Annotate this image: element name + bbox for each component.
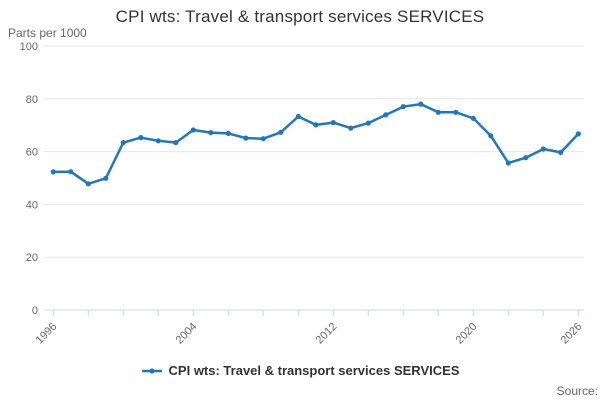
- data-point-2001[interactable]: [138, 135, 144, 141]
- source-note: Source:: [556, 384, 598, 398]
- y-tick-label-40: 40: [26, 199, 38, 211]
- data-point-2009[interactable]: [278, 129, 284, 135]
- y-tick-label-100: 100: [20, 41, 38, 53]
- data-point-2010[interactable]: [295, 113, 301, 120]
- data-point-2017[interactable]: [418, 101, 424, 107]
- y-tick-label-20: 20: [26, 252, 38, 264]
- y-axis-unit-label: Parts per 1000: [8, 26, 87, 40]
- y-tick-label-60: 60: [26, 147, 38, 159]
- data-point-2012[interactable]: [330, 120, 336, 126]
- legend[interactable]: CPI wts: Travel & transport services SER…: [0, 363, 600, 378]
- data-point-2013[interactable]: [348, 125, 354, 131]
- data-point-2016[interactable]: [400, 104, 406, 110]
- data-point-2004[interactable]: [190, 127, 196, 133]
- x-tick-label-1996: 1996: [34, 321, 60, 347]
- plot-area: 0 20 40 60 80 100 1996 2004 2012 2020 2026: [20, 41, 585, 347]
- data-point-2002[interactable]: [155, 138, 161, 144]
- data-point-2018[interactable]: [435, 109, 441, 115]
- y-tick-label-80: 80: [26, 94, 38, 106]
- chart-title: CPI wts: Travel & transport services SER…: [115, 7, 485, 26]
- data-point-2014[interactable]: [365, 120, 371, 126]
- data-point-2003[interactable]: [173, 140, 179, 146]
- x-tick-label-2026: 2026: [559, 321, 585, 347]
- x-tick-label-2004: 2004: [174, 321, 200, 347]
- data-point-1998[interactable]: [85, 181, 91, 187]
- x-tick-label-2012: 2012: [314, 321, 340, 347]
- data-point-2005[interactable]: [208, 130, 214, 136]
- data-point-2000[interactable]: [120, 140, 126, 146]
- legend-line-marker-icon: [141, 367, 162, 374]
- data-point-2007[interactable]: [243, 135, 249, 141]
- data-point-2006[interactable]: [225, 130, 231, 136]
- data-point-2019[interactable]: [453, 109, 459, 115]
- data-point-1996[interactable]: [50, 169, 56, 175]
- data-point-2021[interactable]: [488, 133, 494, 139]
- data-point-2015[interactable]: [383, 112, 389, 118]
- legend-series-label: CPI wts: Travel & transport services SER…: [168, 363, 460, 378]
- data-point-1999[interactable]: [103, 175, 109, 181]
- data-point-2022[interactable]: [505, 160, 511, 166]
- data-point-1997[interactable]: [68, 169, 74, 175]
- data-point-2024[interactable]: [540, 146, 546, 152]
- data-point-2008[interactable]: [260, 136, 266, 142]
- data-point-2020[interactable]: [470, 115, 476, 121]
- data-point-2023[interactable]: [523, 155, 529, 161]
- data-point-2011[interactable]: [313, 122, 319, 128]
- data-point-2025[interactable]: [558, 149, 564, 155]
- y-tick-label-0: 0: [32, 305, 38, 317]
- x-tick-label-2020: 2020: [454, 321, 480, 347]
- data-point-2026[interactable]: [575, 131, 581, 137]
- data-line[interactable]: [52, 102, 580, 186]
